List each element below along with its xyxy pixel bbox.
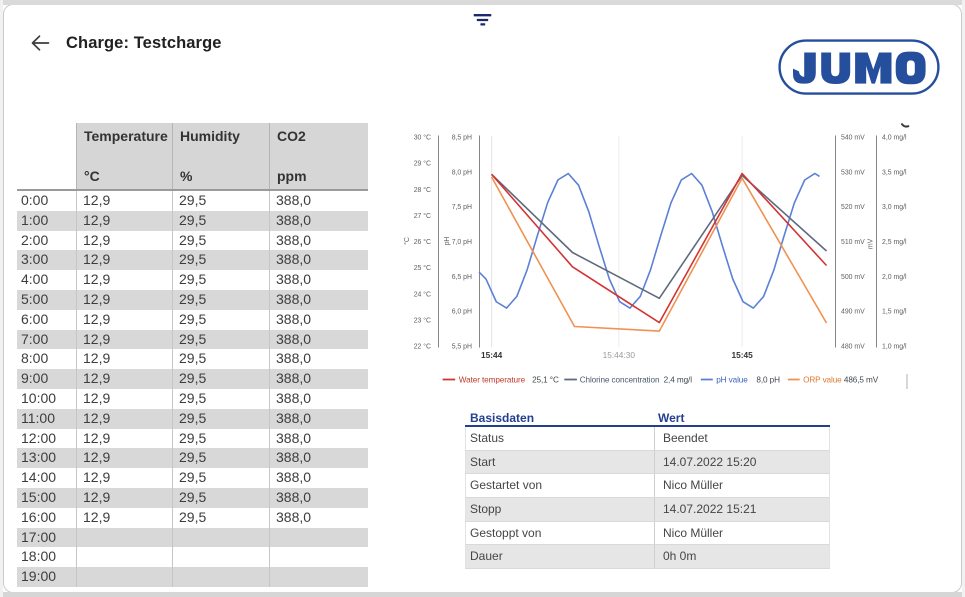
- svg-text:pH value: pH value: [716, 376, 748, 385]
- svg-text:486,5 mV: 486,5 mV: [844, 376, 879, 385]
- svg-text:3,0 mg/l: 3,0 mg/l: [882, 204, 907, 211]
- svg-text:8,0 pH: 8,0 pH: [756, 376, 780, 385]
- svg-text:500 mV: 500 mV: [841, 274, 865, 281]
- svg-text:3,5 mg/l: 3,5 mg/l: [882, 169, 907, 176]
- svg-text:23 °C: 23 °C: [414, 316, 431, 324]
- svg-text:7,0 pH: 7,0 pH: [452, 239, 472, 246]
- svg-text:520 mV: 520 mV: [841, 204, 865, 211]
- svg-text:5,5 pH: 5,5 pH: [452, 344, 472, 351]
- svg-text:15:45: 15:45: [731, 350, 753, 360]
- svg-text:24 °C: 24 °C: [414, 290, 431, 298]
- svg-text:26 °C: 26 °C: [414, 238, 431, 246]
- svg-text:8,0 pH: 8,0 pH: [452, 169, 472, 176]
- svg-text:540 mV: 540 mV: [841, 135, 865, 142]
- svg-text:8,5 pH: 8,5 pH: [452, 135, 472, 142]
- svg-text:510 mV: 510 mV: [841, 239, 865, 246]
- svg-text:30 °C: 30 °C: [414, 134, 431, 142]
- svg-text:1,0 mg/l: 1,0 mg/l: [882, 344, 907, 351]
- svg-text:2,5 mg/l: 2,5 mg/l: [882, 239, 907, 246]
- svg-text:25 °C: 25 °C: [414, 264, 431, 272]
- svg-text:6,0 pH: 6,0 pH: [452, 309, 472, 316]
- svg-text:mV: mV: [868, 238, 875, 249]
- svg-text:4,0 mg/l: 4,0 mg/l: [882, 135, 907, 142]
- svg-text:2,0 mg/l: 2,0 mg/l: [882, 274, 907, 281]
- svg-text:6,5 pH: 6,5 pH: [452, 274, 472, 281]
- svg-text:490 mV: 490 mV: [841, 309, 865, 316]
- svg-text:ORP value: ORP value: [803, 376, 842, 385]
- svg-text:27 °C: 27 °C: [414, 212, 431, 220]
- svg-text:15:44: 15:44: [481, 350, 503, 360]
- svg-text:25,1 °C: 25,1 °C: [532, 376, 559, 385]
- svg-text:2,4 mg/l: 2,4 mg/l: [664, 376, 693, 385]
- svg-text:28 °C: 28 °C: [414, 186, 431, 194]
- svg-text:pH: pH: [444, 237, 451, 246]
- svg-text:°C: °C: [403, 237, 411, 245]
- svg-text:29 °C: 29 °C: [414, 160, 431, 168]
- svg-text:22 °C: 22 °C: [414, 343, 431, 351]
- svg-text:1,5 mg/l: 1,5 mg/l: [882, 309, 907, 316]
- svg-text:Chlorine concentration: Chlorine concentration: [580, 376, 660, 385]
- svg-text:480 mV: 480 mV: [841, 344, 865, 351]
- svg-text:Water temperature: Water temperature: [459, 376, 526, 385]
- svg-text:7,5 pH: 7,5 pH: [452, 204, 472, 211]
- svg-text:530 mV: 530 mV: [841, 169, 865, 176]
- svg-text:15:44:30: 15:44:30: [603, 350, 636, 360]
